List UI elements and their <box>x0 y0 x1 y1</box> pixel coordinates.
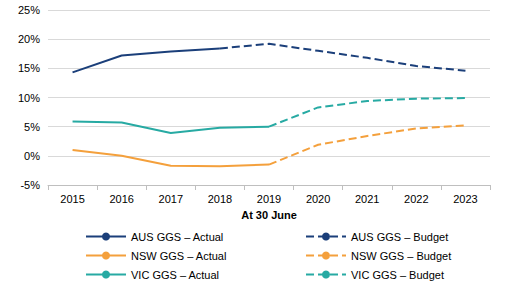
svg-text:VIC GGS – Actual: VIC GGS – Actual <box>131 269 219 281</box>
svg-text:2018: 2018 <box>208 193 232 205</box>
svg-text:2022: 2022 <box>404 193 428 205</box>
svg-text:2019: 2019 <box>257 193 281 205</box>
svg-text:10%: 10% <box>18 92 40 104</box>
svg-text:NSW GGS – Budget: NSW GGS – Budget <box>351 250 451 262</box>
svg-text:20%: 20% <box>18 33 40 45</box>
svg-text:2023: 2023 <box>453 193 477 205</box>
svg-text:2016: 2016 <box>109 193 133 205</box>
svg-text:NSW GGS – Actual: NSW GGS – Actual <box>131 250 226 262</box>
svg-text:-5%: -5% <box>20 179 40 191</box>
svg-text:5%: 5% <box>24 121 40 133</box>
svg-text:AUS GGS – Budget: AUS GGS – Budget <box>351 231 448 243</box>
svg-text:AUS GGS – Actual: AUS GGS – Actual <box>131 231 223 243</box>
svg-text:2020: 2020 <box>306 193 330 205</box>
svg-text:25%: 25% <box>18 4 40 16</box>
svg-text:2021: 2021 <box>355 193 379 205</box>
svg-text:2015: 2015 <box>60 193 84 205</box>
svg-text:15%: 15% <box>18 62 40 74</box>
svg-text:2017: 2017 <box>159 193 183 205</box>
svg-text:0%: 0% <box>24 150 40 162</box>
svg-text:At 30 June: At 30 June <box>241 209 297 221</box>
svg-text:VIC GGS – Budget: VIC GGS – Budget <box>351 269 444 281</box>
